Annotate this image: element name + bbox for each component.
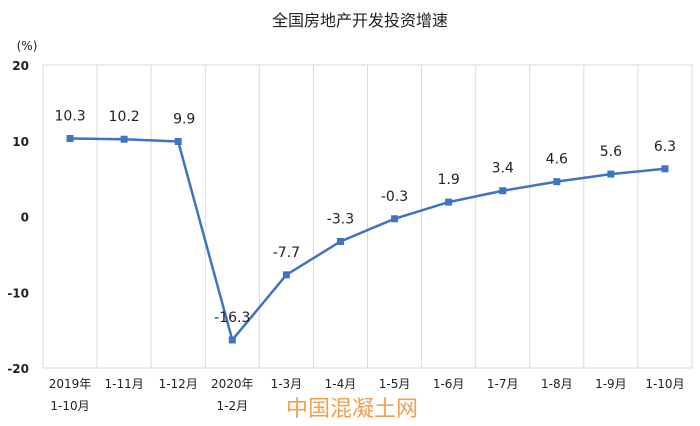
x-tick-label: 1-3月 <box>271 377 303 391</box>
data-label: 4.6 <box>546 152 568 168</box>
x-tick-label: 1-12月 <box>159 377 198 391</box>
data-point <box>282 271 290 279</box>
data-label: -0.3 <box>381 189 408 205</box>
data-label: 6.3 <box>654 139 676 155</box>
data-point <box>336 237 344 245</box>
data-point <box>391 215 399 223</box>
x-tick-label: 1-10月 <box>50 399 89 413</box>
x-tick-label: 1-11月 <box>105 377 144 391</box>
chart-title: 全国房地产开发投资增速 <box>272 11 448 30</box>
x-tick-label: 1-2月 <box>216 399 248 413</box>
watermark: 中国混凝土网 <box>286 397 418 422</box>
x-tick-label: 1-8月 <box>541 377 573 391</box>
data-point <box>66 134 74 142</box>
y-tick-label: -10 <box>7 286 29 300</box>
data-point <box>174 138 182 146</box>
x-tick-label: 2019年 <box>49 377 92 391</box>
y-tick-label: 0 <box>21 211 29 225</box>
data-label: 10.3 <box>54 108 85 124</box>
x-tick-label: 1-10月 <box>645 377 684 391</box>
y-axis-unit: (%) <box>17 39 38 53</box>
series-line <box>70 137 666 343</box>
data-label: 5.6 <box>600 144 622 160</box>
data-label: -7.7 <box>273 245 300 261</box>
data-point <box>499 187 507 195</box>
data-label: -3.3 <box>327 211 354 227</box>
data-label: 9.9 <box>173 112 195 128</box>
x-tick-label: 2020年 <box>211 377 254 391</box>
data-label: 3.4 <box>492 161 514 177</box>
data-label: -16.3 <box>214 310 250 326</box>
y-tick-label: 20 <box>12 59 29 73</box>
data-label: 10.2 <box>109 109 140 125</box>
y-tick-label: 10 <box>12 135 29 149</box>
data-point <box>120 135 128 143</box>
data-point <box>607 170 615 178</box>
x-tick-label: 1-5月 <box>379 377 411 391</box>
x-tick-label: 1-9月 <box>595 377 627 391</box>
y-tick-label: -20 <box>7 362 29 376</box>
data-point <box>661 165 669 173</box>
data-point <box>553 178 561 186</box>
x-tick-label: 1-4月 <box>325 377 357 391</box>
x-tick-label: 1-6月 <box>433 377 465 391</box>
x-tick-label: 1-7月 <box>487 377 519 391</box>
data-point <box>445 198 453 206</box>
data-label: 1.9 <box>437 172 459 188</box>
data-point <box>228 336 236 344</box>
